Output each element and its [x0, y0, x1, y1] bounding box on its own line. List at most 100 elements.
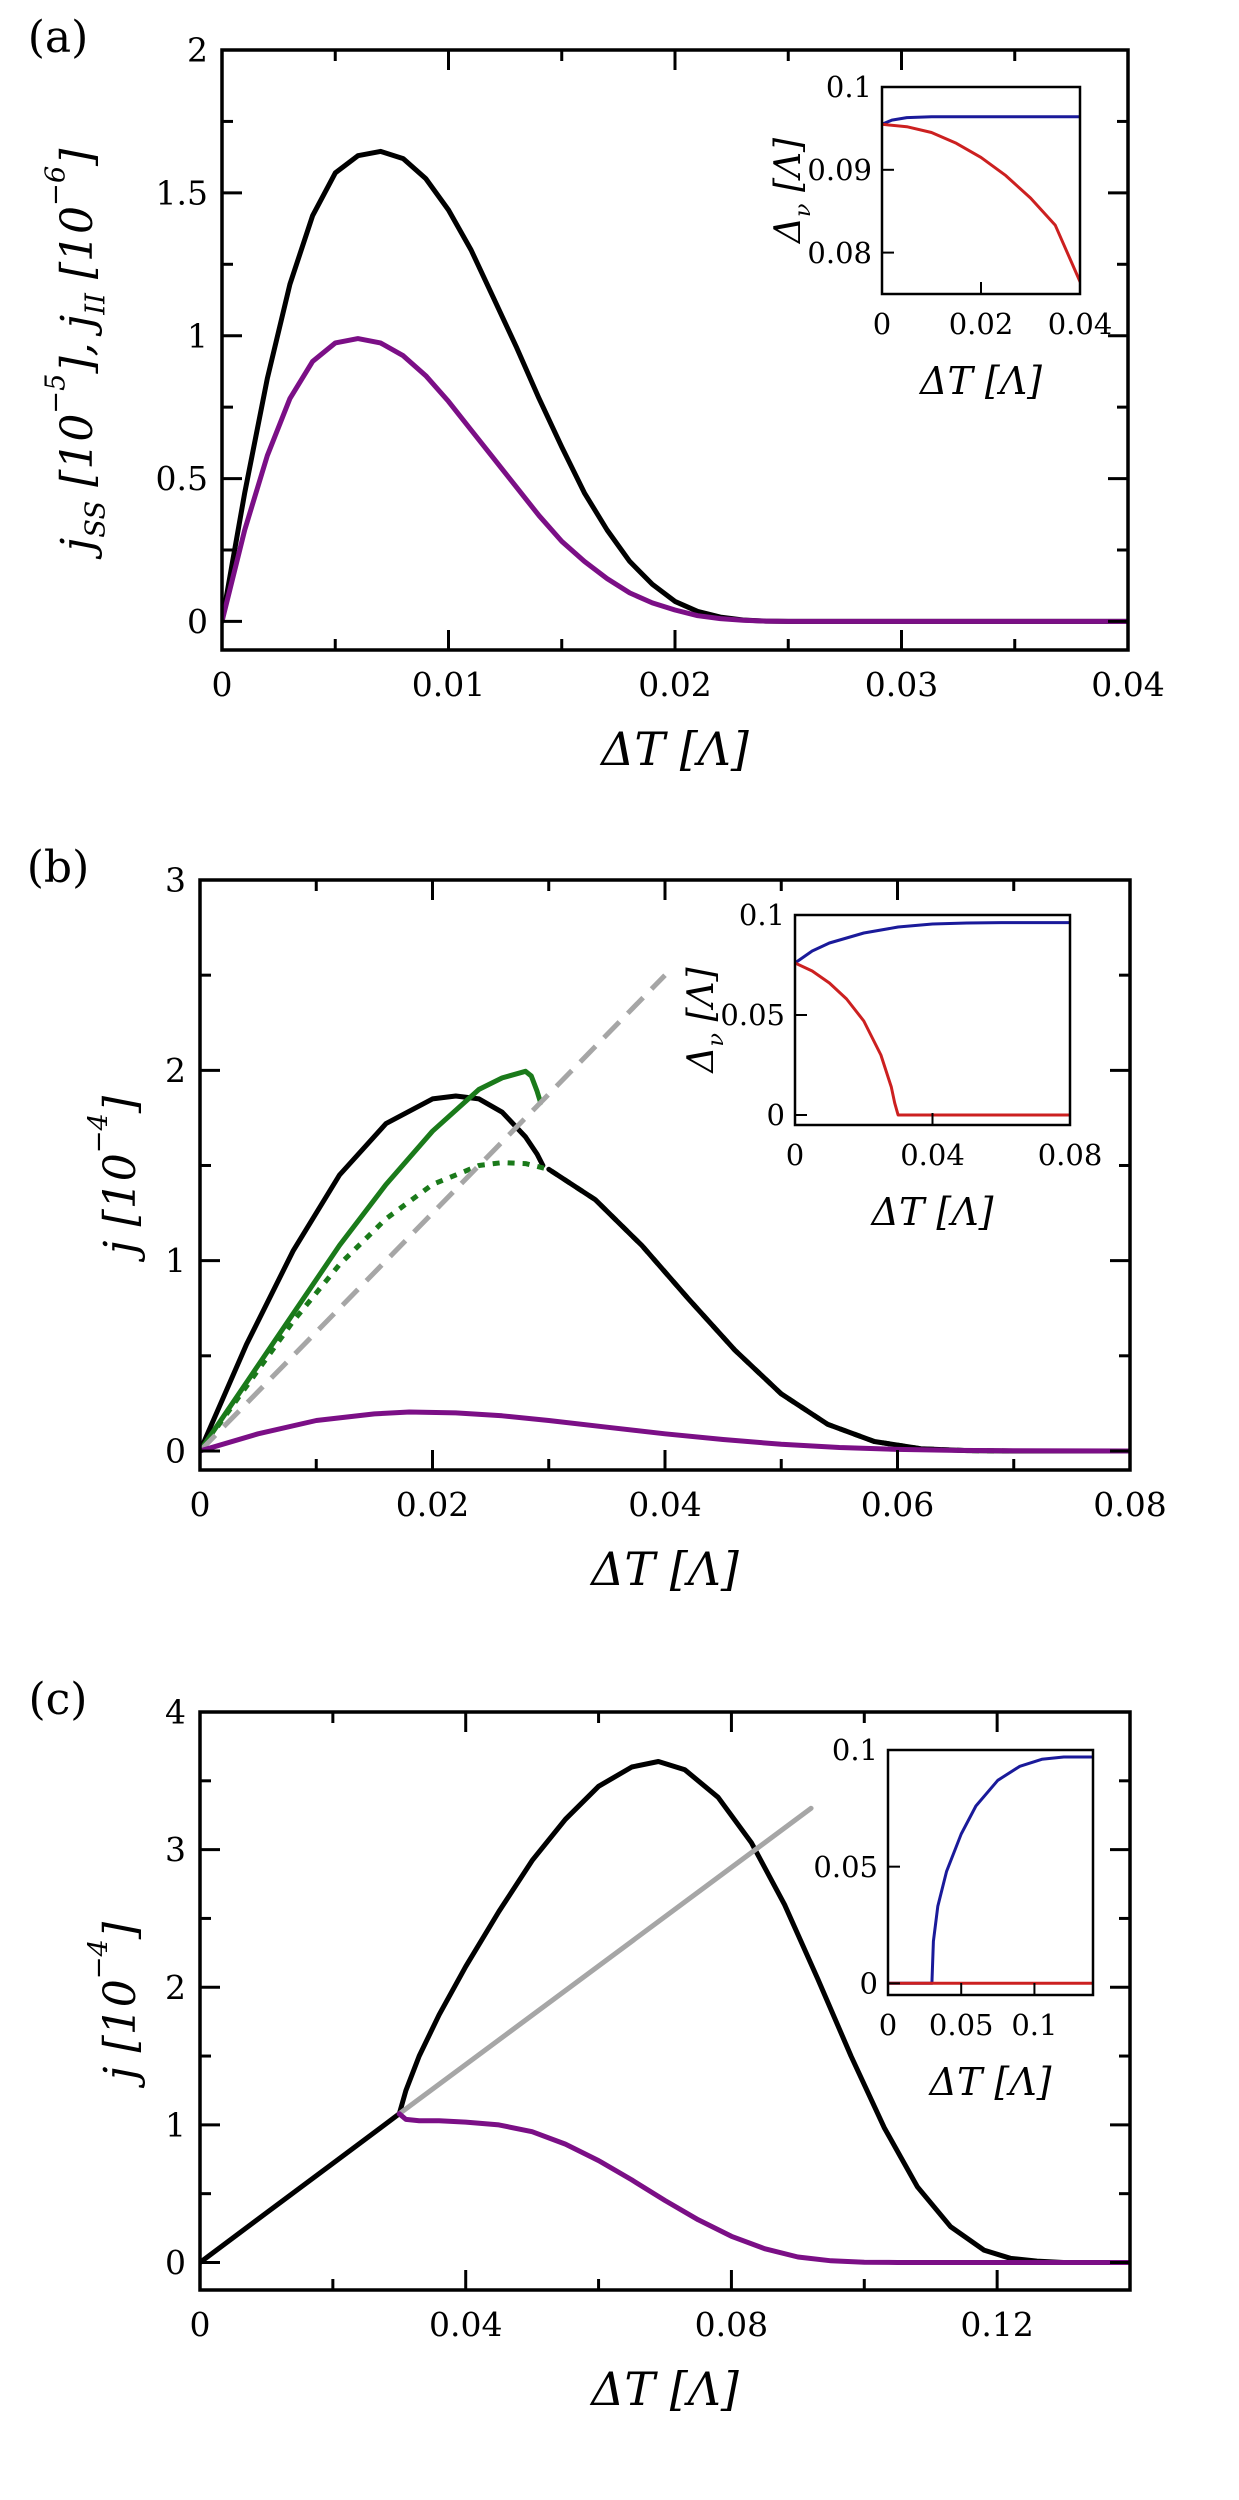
panel-b-inset-ytick-label: 0.1	[739, 898, 785, 932]
panel-a-ytick-label: 2	[187, 31, 208, 70]
panel-b-series-green	[200, 1068, 544, 1454]
panel-a-ylabel-part: SS	[80, 501, 111, 538]
panel-c-ylabel-part: j [10	[95, 1979, 146, 2089]
panel-c-inset-xlabel: ΔT [Λ]	[928, 2060, 1052, 2104]
panel-b-inset-ytick-label: 0	[767, 1098, 785, 1132]
panel-a-ytick-label: 1	[187, 316, 208, 355]
panel-a-series	[222, 148, 1128, 624]
panel-b-inset-ylabel-part: ν	[703, 1033, 729, 1047]
panel-b-inset-ylabel-part: Δ	[681, 1047, 722, 1075]
panel-a-ylabel-part: [10	[52, 206, 103, 293]
panel-a-xlabel: ΔT [Λ]	[599, 722, 749, 776]
panel-c-series	[200, 1759, 1130, 2265]
panel-a-ylabel-part: ], j	[52, 315, 103, 375]
panel-c-inset-xtick-label: 0.05	[929, 2008, 994, 2042]
panel-c-ylabel-part: −4	[84, 1939, 115, 1979]
panel-a-inset-ylabel-part: Δ	[768, 217, 809, 245]
panel-b-series-black-tail	[546, 1166, 1130, 1454]
panel-a-ylabel-part: −5	[41, 373, 72, 413]
panel-c: 0 0.04 0.08 0.12 0 1 2 3 4 (c) ΔT [Λ] j [10−4] 0 0.05…	[29, 1674, 1132, 2416]
panel-a-xtick-label: 0.03	[865, 665, 938, 704]
panel-a: 0 0.01 0.02 0.03 0.04 0 0.5 1 1.5 2 (a) ΔT [Λ] jSS […	[28, 12, 1165, 776]
panel-a-inset-ytick-label: 0.09	[807, 153, 872, 187]
panel-a-ylabel-part: j	[52, 538, 103, 561]
panel-a-series-j-ii	[222, 336, 1128, 624]
panel-c-xtick-label: 0.12	[960, 2305, 1033, 2344]
panel-c-frame	[198, 1710, 1132, 2292]
panel-a-inset-bg	[882, 87, 1080, 294]
panel-b-xtick-label: 0.04	[628, 1485, 701, 1524]
panel-c-inset-xtick-label: 0	[879, 2008, 897, 2042]
panel-c-xtick-label: 0.08	[695, 2305, 768, 2344]
panel-b-series-purple	[200, 1409, 1130, 1454]
panel-a-inset-xtick-label: 0.02	[949, 307, 1014, 341]
panel-a-inset-series-red	[882, 122, 1080, 284]
panel-c-ytick-label: 2	[165, 1968, 186, 2007]
panel-b-inset-ylabel-part: [Λ]	[681, 966, 722, 1032]
panel-b-inset-series-red	[795, 961, 1070, 1117]
panel-c-xlabel: ΔT [Λ]	[589, 2362, 739, 2416]
panel-a-inset-series-blue	[882, 115, 1080, 126]
panel-b-ytick-label: 0	[165, 1432, 186, 1471]
panel-b-series	[200, 973, 1130, 1454]
panel-b-inset-xlabel: ΔT [Λ]	[870, 1190, 994, 1234]
panel-b-xlabel: ΔT [Λ]	[589, 1542, 739, 1596]
panel-a-inset-ylabel: Δν [Λ]	[768, 137, 816, 245]
panel-a-ylabel: jSS [10−5], jII [10−6]	[41, 148, 112, 561]
panel-c-ytick-label: 3	[165, 1830, 186, 1869]
panel-a-xtick-label: 0.01	[412, 665, 485, 704]
panel-c-ytick-label: 1	[165, 2105, 186, 2144]
panel-c-inset-series	[888, 1755, 1093, 1985]
panel-a-inset-ylabel-part: ν	[790, 203, 816, 217]
panel-a-xtick-label: 0	[212, 665, 233, 704]
panel-a-inset: 0 0.02 0.04 0.08 0.09 0.1 ΔT [Λ] Δν [Λ]	[768, 70, 1112, 403]
panel-c-inset-ytick-label: 0	[860, 1966, 878, 2000]
panel-b-inset-series-blue	[795, 921, 1070, 965]
panel-c-ylabel-part: ]	[95, 1921, 146, 1940]
panel-c-xtick-label: 0.04	[429, 2305, 502, 2344]
panel-b-xtick-label: 0.02	[396, 1485, 469, 1524]
panel-c-inset-xtick-label: 0.1	[1011, 2008, 1057, 2042]
panel-b-inset: 0 0.04 0.08 0 0.05 0.1 ΔT [Λ] Δν [Λ]	[681, 898, 1102, 1234]
panel-a-xtick-label: 0.04	[1091, 665, 1164, 704]
panel-a-inset-xtick-label: 0	[873, 307, 891, 341]
panel-b-ytick-label: 1	[165, 1241, 186, 1280]
panel-c-ytick-label: 4	[165, 1693, 186, 1732]
panel-a-ytick-label: 0.5	[156, 459, 208, 498]
panel-b-inset-series	[795, 921, 1070, 1117]
panel-b-ytick-label: 2	[165, 1051, 186, 1090]
panel-c-series-black	[200, 1759, 1130, 2265]
panel-c-inset-frame	[886, 1748, 1095, 1997]
panel-b-xtick-label: 0.06	[861, 1485, 934, 1524]
panel-c-label: (c)	[29, 1674, 88, 1725]
panel-b: 0 0.02 0.04 0.06 0.08 0 1 2 3 (b) ΔT [Λ] j [10−4] 0 0…	[27, 842, 1167, 1596]
panel-c-inset-ytick-label: 0.1	[832, 1733, 878, 1767]
panel-a-ylabel-part: [10	[52, 414, 103, 501]
panel-b-series-black	[200, 1093, 546, 1454]
panel-a-ylabel-part: −6	[41, 166, 72, 206]
panel-b-inset-xtick-label: 0.04	[900, 1138, 965, 1172]
panel-a-ylabel-part: ]	[52, 148, 103, 167]
panel-b-inset-ytick-label: 0.05	[720, 998, 785, 1032]
panel-b-ylabel-part: j [10	[95, 1153, 146, 1263]
panel-b-ylabel-part: −4	[84, 1113, 115, 1153]
panel-c-series-gray	[396, 1805, 814, 2117]
panel-a-label: (a)	[28, 12, 89, 63]
panel-a-ytick-label: 1.5	[156, 173, 208, 212]
panel-b-xtick-label: 0	[190, 1485, 211, 1524]
panel-b-label: (b)	[27, 842, 90, 893]
panel-a-inset-ylabel-part: [Λ]	[768, 137, 809, 203]
panel-b-xtick-label: 0.08	[1093, 1485, 1166, 1524]
panel-a-inset-xtick-label: 0.04	[1048, 307, 1113, 341]
panel-c-series-purple	[396, 2111, 1130, 2265]
panel-c-xtick-label: 0	[190, 2305, 211, 2344]
panel-b-inset-ylabel: Δν [Λ]	[681, 966, 729, 1074]
panel-a-inset-series	[882, 115, 1080, 284]
panel-c-ytick-label: 0	[165, 2243, 186, 2282]
panel-b-ylabel: j [10−4]	[84, 1095, 146, 1263]
panel-c-ylabel: j [10−4]	[84, 1921, 146, 2089]
panel-b-ytick-label: 3	[165, 861, 186, 900]
panel-a-ytick-label: 0	[187, 602, 208, 641]
panel-a-inset-ytick-label: 0.1	[826, 70, 872, 104]
